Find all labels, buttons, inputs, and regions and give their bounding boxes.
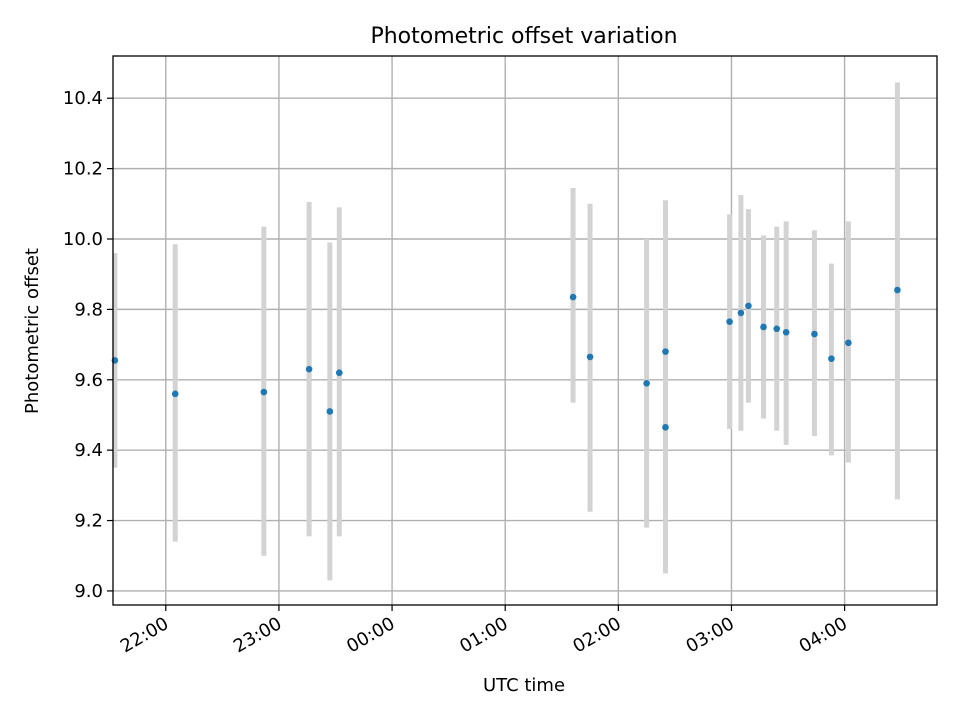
data-point <box>726 318 733 326</box>
data-point <box>745 302 752 310</box>
y-axis-label: Photometric offset <box>22 248 43 414</box>
data-point <box>845 339 852 347</box>
y-tick-label: 9.2 <box>74 511 103 532</box>
chart-title: Photometric offset variation <box>370 24 677 49</box>
data-point <box>760 323 767 331</box>
plot-area-frame <box>112 55 938 606</box>
data-point <box>335 369 343 377</box>
y-tick-label: 9.6 <box>74 370 103 391</box>
data-point <box>643 379 650 387</box>
data-point <box>569 293 577 301</box>
data-point <box>260 388 268 396</box>
x-axis-label: UTC time <box>483 675 565 696</box>
y-tick-label: 10.0 <box>63 229 103 250</box>
data-point <box>662 423 669 431</box>
data-point <box>773 325 781 333</box>
data-point <box>782 328 790 336</box>
y-tick-label: 10.4 <box>63 88 103 109</box>
data-point <box>171 390 179 398</box>
data-point <box>894 286 901 294</box>
y-tick-label: 9.0 <box>74 581 103 602</box>
y-tick-label: 9.8 <box>74 299 103 320</box>
data-point <box>305 365 313 373</box>
y-tick-label: 10.2 <box>63 159 103 180</box>
data-point <box>828 355 835 362</box>
data-point <box>586 353 594 361</box>
data-point <box>811 330 818 338</box>
y-tick-label: 9.4 <box>74 440 103 461</box>
data-points <box>111 286 901 431</box>
grid-lines <box>113 56 937 605</box>
y-axis-ticks: 9.0 9.2 9.4 9.6 9.8 10.0 10.2 10.4 <box>63 88 113 602</box>
data-point <box>737 309 745 317</box>
data-point <box>326 408 334 415</box>
data-point <box>662 348 669 355</box>
